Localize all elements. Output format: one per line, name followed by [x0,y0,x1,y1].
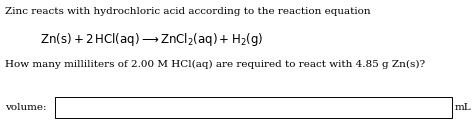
Text: mL: mL [455,103,472,112]
Text: $\mathrm{Zn(s) + 2\,HCl(aq) \longrightarrow ZnCl_2(aq) + H_2(g)}$: $\mathrm{Zn(s) + 2\,HCl(aq) \longrightar… [40,31,263,48]
Text: Zinc reacts with hydrochloric acid according to the reaction equation: Zinc reacts with hydrochloric acid accor… [5,7,371,16]
Text: volume:: volume: [5,103,46,112]
Bar [55,97,452,118]
Text: How many milliliters of 2.00 M HCl(aq) are required to react with 4.85 g Zn(s)?: How many milliliters of 2.00 M HCl(aq) a… [5,60,425,69]
